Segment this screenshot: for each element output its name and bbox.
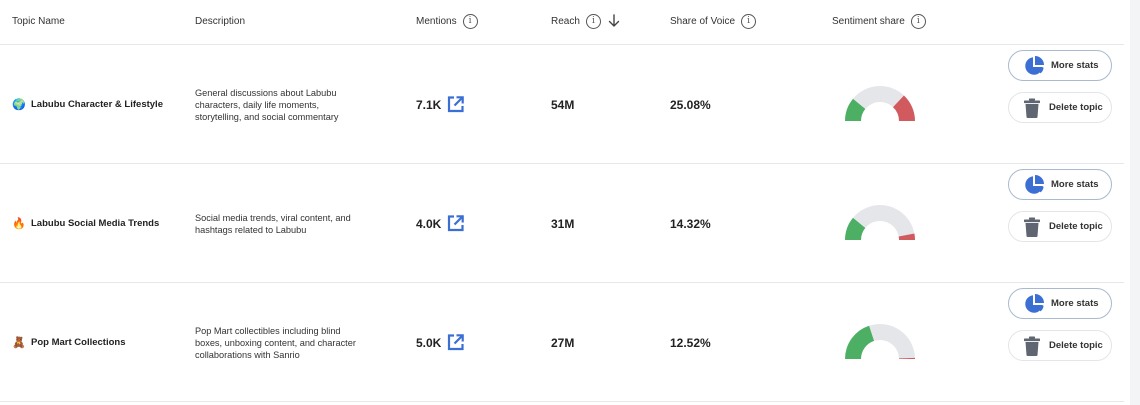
share-of-voice-value: 12.52%: [670, 335, 711, 350]
column-label: Share of Voice: [670, 15, 736, 27]
topic-name-cell: 🌍 Labubu Character & Lifestyle: [12, 45, 177, 164]
info-icon[interactable]: i: [741, 13, 757, 29]
button-label: Delete topic: [1049, 221, 1103, 232]
row-actions: More stats Delete topic: [0, 283, 1124, 402]
mentions-value: 5.0K: [416, 335, 442, 350]
trash-icon: [1021, 217, 1043, 237]
sentiment-gauge: [842, 45, 918, 164]
delete-topic-button[interactable]: Delete topic: [1008, 330, 1112, 361]
column-header-topic-name: Topic Name: [12, 0, 65, 42]
info-icon[interactable]: i: [585, 13, 601, 29]
mentions-value: 4.0K: [416, 216, 442, 231]
column-label: Description: [195, 15, 246, 27]
topic-name: Labubu Character & Lifestyle: [31, 99, 163, 110]
mentions-value: 7.1K: [416, 97, 442, 112]
table-row: 🌍 Labubu Character & Lifestyle General d…: [0, 45, 1124, 164]
button-label: Delete topic: [1049, 102, 1103, 113]
topic-description: General discussions about Labubu charact…: [195, 87, 339, 122]
button-label: More stats: [1051, 298, 1099, 309]
sentiment-gauge: [842, 283, 918, 402]
trash-icon: [1021, 336, 1043, 356]
topic-name-cell: 🧸 Pop Mart Collections: [12, 283, 177, 402]
column-header-sentiment-share: Sentiment share i: [832, 0, 926, 42]
info-icon[interactable]: i: [462, 13, 478, 29]
more-stats-button[interactable]: More stats: [1008, 169, 1112, 200]
row-actions: More stats Delete topic: [0, 164, 1124, 283]
reach-value: 31M: [551, 216, 575, 231]
button-label: More stats: [1051, 179, 1099, 190]
reach-value: 54M: [551, 97, 575, 112]
topics-table: Topic Name Description Mentions i Reach …: [0, 0, 1124, 402]
trash-icon: [1021, 98, 1043, 118]
pie-chart-icon: [1023, 293, 1045, 314]
globe-icon: 🌍: [12, 99, 26, 111]
column-label: Sentiment share: [832, 15, 905, 27]
delete-topic-button[interactable]: Delete topic: [1008, 211, 1112, 242]
more-stats-button[interactable]: More stats: [1008, 288, 1112, 319]
info-icon[interactable]: i: [910, 13, 926, 29]
reach-value: 27M: [551, 335, 575, 350]
sentiment-gauge: [842, 164, 918, 283]
mentions-cell: 7.1K: [416, 45, 465, 164]
delete-topic-button[interactable]: Delete topic: [1008, 92, 1112, 123]
mentions-cell: 5.0K: [416, 283, 465, 402]
sentiment-gauge-chart: [845, 204, 915, 240]
pie-chart-icon: [1023, 174, 1045, 195]
column-header-share-of-voice: Share of Voice i: [670, 0, 757, 42]
column-label: Topic Name: [12, 15, 65, 27]
external-link-icon[interactable]: [446, 333, 465, 352]
topic-description: Social media trends, viral content, and …: [195, 212, 351, 235]
mentions-cell: 4.0K: [416, 164, 465, 283]
sentiment-gauge-chart: [845, 85, 915, 121]
table-row: 🔥 Labubu Social Media Trends Social medi…: [0, 164, 1124, 283]
table-row: 🧸 Pop Mart Collections Pop Mart collecti…: [0, 283, 1124, 402]
topic-name-cell: 🔥 Labubu Social Media Trends: [12, 164, 177, 283]
fire-icon: 🔥: [12, 218, 26, 230]
scrollbar-track[interactable]: [1130, 0, 1140, 405]
share-of-voice-value: 25.08%: [670, 97, 711, 112]
topic-description: Pop Mart collectibles including blind bo…: [195, 325, 356, 360]
topic-name: Pop Mart Collections: [31, 337, 126, 348]
share-of-voice-value: 14.32%: [670, 216, 711, 231]
column-header-description: Description: [195, 0, 245, 42]
column-label: Reach: [551, 15, 580, 27]
column-header-reach[interactable]: Reach i: [551, 0, 620, 42]
button-label: More stats: [1051, 60, 1099, 71]
external-link-icon[interactable]: [446, 95, 465, 114]
button-label: Delete topic: [1049, 340, 1103, 351]
row-actions: More stats Delete topic: [0, 45, 1124, 164]
external-link-icon[interactable]: [446, 214, 465, 233]
column-label: Mentions: [416, 15, 457, 27]
more-stats-button[interactable]: More stats: [1008, 50, 1112, 81]
pie-chart-icon: [1023, 55, 1045, 76]
table-header: Topic Name Description Mentions i Reach …: [0, 0, 1124, 45]
column-header-mentions: Mentions i: [416, 0, 478, 42]
topic-name: Labubu Social Media Trends: [31, 218, 160, 229]
teddy-bear-icon: 🧸: [12, 337, 26, 349]
sentiment-gauge-chart: [845, 323, 915, 359]
sort-descending-icon[interactable]: [608, 14, 620, 28]
